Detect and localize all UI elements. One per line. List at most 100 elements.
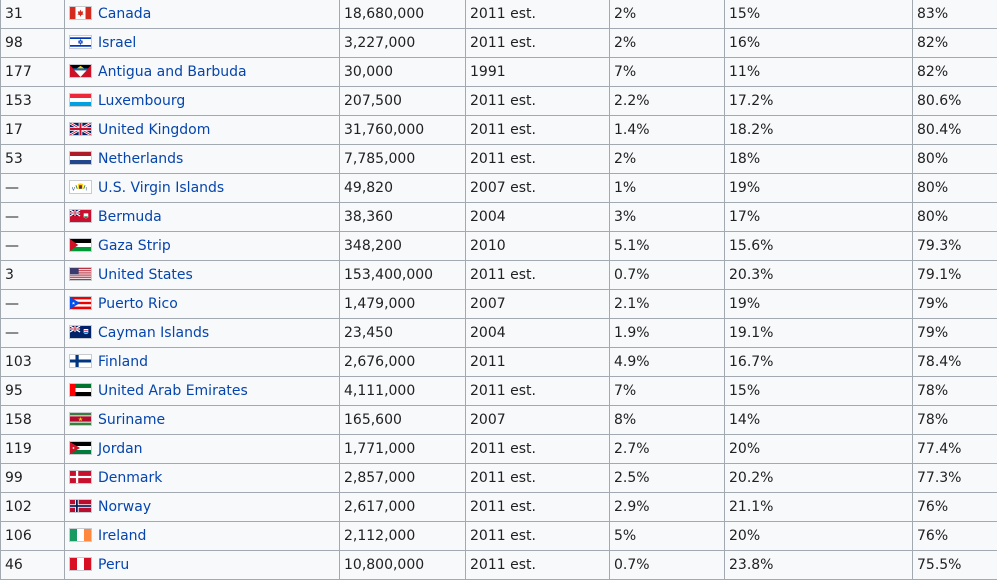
- agriculture-value: 1.4%: [614, 122, 650, 138]
- finland-flag-icon: [69, 354, 92, 368]
- country-link[interactable]: United Kingdom: [98, 122, 211, 138]
- rank-value: 31: [5, 6, 23, 22]
- country-link[interactable]: Israel: [98, 35, 137, 51]
- rank-cell: 158: [0, 405, 65, 435]
- year-cell: 2011: [465, 347, 610, 377]
- table-row: 95 United Arab Emirates 4,111,000 2011 est.…: [0, 376, 997, 406]
- year-cell: 2011 est.: [465, 260, 610, 290]
- table-row: 98 Israel 3,227,000 2011 est. 2% 16% 82%: [0, 28, 997, 58]
- services-cell: 79.1%: [912, 260, 997, 290]
- year-cell: 2011 est.: [465, 376, 610, 406]
- table-row: 46 Peru 10,800,000 2011 est. 0.7% 23.8% 75.5%: [0, 550, 997, 580]
- services-cell: 80.6%: [912, 86, 997, 116]
- services-value: 79.1%: [917, 267, 962, 283]
- industry-value: 15%: [729, 383, 761, 399]
- agriculture-value: 7%: [614, 64, 637, 80]
- table-row: 17 United Kingdom 31,760,000 2011 est. 1.4% 1…: [0, 115, 997, 145]
- country-cell: United States: [64, 260, 340, 290]
- year-value: 2007 est.: [470, 180, 536, 196]
- table-row: 3 United States 153,400,000 2011 est. 0.7% 20…: [0, 260, 997, 290]
- country-link[interactable]: Peru: [98, 557, 130, 573]
- year-value: 2011 est.: [470, 93, 536, 109]
- suriname-flag-icon: [69, 412, 92, 426]
- rank-cell: 3: [0, 260, 65, 290]
- country-link[interactable]: United States: [98, 267, 193, 283]
- industry-value: 20.3%: [729, 267, 774, 283]
- rank-value: 53: [5, 151, 23, 167]
- rank-value: 102: [5, 499, 32, 515]
- agriculture-value: 2.5%: [614, 470, 650, 486]
- year-value: 1991: [470, 64, 506, 80]
- country-link[interactable]: Netherlands: [98, 151, 184, 167]
- rank-value: —: [5, 296, 19, 312]
- year-cell: 2004: [465, 318, 610, 348]
- year-cell: 2011 est.: [465, 144, 610, 174]
- services-cell: 79%: [912, 289, 997, 319]
- country-cell: Canada: [64, 0, 340, 29]
- rank-value: 158: [5, 412, 32, 428]
- industry-value: 14%: [729, 412, 761, 428]
- industry-cell: 18.2%: [724, 115, 913, 145]
- rank-cell: —: [0, 231, 65, 261]
- labor-force-cell: 23,450: [339, 318, 466, 348]
- industry-value: 18%: [729, 151, 761, 167]
- services-value: 78%: [917, 383, 949, 399]
- labor-force-cell: 348,200: [339, 231, 466, 261]
- industry-value: 19%: [729, 180, 761, 196]
- labor-force-value: 165,600: [344, 412, 402, 428]
- country-link[interactable]: Antigua and Barbuda: [98, 64, 247, 80]
- rank-value: 177: [5, 64, 32, 80]
- country-link[interactable]: Puerto Rico: [98, 296, 178, 312]
- agriculture-value: 2.2%: [614, 93, 650, 109]
- canada-flag-icon: [69, 6, 92, 20]
- country-link[interactable]: Norway: [98, 499, 152, 515]
- country-link[interactable]: Jordan: [98, 441, 143, 457]
- country-link[interactable]: Bermuda: [98, 209, 162, 225]
- labor-force-value: 3,227,000: [344, 35, 416, 51]
- labor-force-cell: 2,857,000: [339, 463, 466, 493]
- services-cell: 77.4%: [912, 434, 997, 464]
- country-link[interactable]: Suriname: [98, 412, 166, 428]
- country-link[interactable]: Canada: [98, 6, 152, 22]
- agriculture-cell: 8%: [609, 405, 725, 435]
- country-link[interactable]: Gaza Strip: [98, 238, 171, 254]
- labor-force-cell: 1,479,000: [339, 289, 466, 319]
- rank-value: 99: [5, 470, 23, 486]
- labor-force-value: 153,400,000: [344, 267, 434, 283]
- rank-value: —: [5, 209, 19, 225]
- industry-value: 15%: [729, 6, 761, 22]
- rank-cell: 102: [0, 492, 65, 522]
- rank-cell: 119: [0, 434, 65, 464]
- rank-value: 46: [5, 557, 23, 573]
- industry-value: 19%: [729, 296, 761, 312]
- services-value: 77.4%: [917, 441, 962, 457]
- country-link[interactable]: Denmark: [98, 470, 163, 486]
- table-row: — V I U.S. Virgin Islands 49,820 2007 est. 1% 1…: [0, 173, 997, 203]
- agriculture-value: 1%: [614, 180, 637, 196]
- bermuda-flag-icon: [69, 209, 92, 223]
- country-link[interactable]: United Arab Emirates: [98, 383, 248, 399]
- labor-force-cell: 49,820: [339, 173, 466, 203]
- agriculture-cell: 2%: [609, 28, 725, 58]
- labor-force-value: 38,360: [344, 209, 393, 225]
- services-value: 79.3%: [917, 238, 962, 254]
- labor-force-cell: 18,680,000: [339, 0, 466, 29]
- agriculture-cell: 2.5%: [609, 463, 725, 493]
- country-link[interactable]: Cayman Islands: [98, 325, 210, 341]
- luxembourg-flag-icon: [69, 93, 92, 107]
- agriculture-cell: 7%: [609, 376, 725, 406]
- country-link[interactable]: Luxembourg: [98, 93, 186, 109]
- agriculture-value: 1.9%: [614, 325, 650, 341]
- rank-cell: —: [0, 202, 65, 232]
- year-value: 2007: [470, 412, 506, 428]
- industry-value: 11%: [729, 64, 761, 80]
- labor-force-value: 2,857,000: [344, 470, 416, 486]
- industry-value: 19.1%: [729, 325, 774, 341]
- year-value: 2010: [470, 238, 506, 254]
- country-link[interactable]: Ireland: [98, 528, 147, 544]
- rank-cell: 98: [0, 28, 65, 58]
- country-link[interactable]: Finland: [98, 354, 149, 370]
- services-cell: 76%: [912, 492, 997, 522]
- services-cell: 78%: [912, 376, 997, 406]
- country-link[interactable]: U.S. Virgin Islands: [98, 180, 225, 196]
